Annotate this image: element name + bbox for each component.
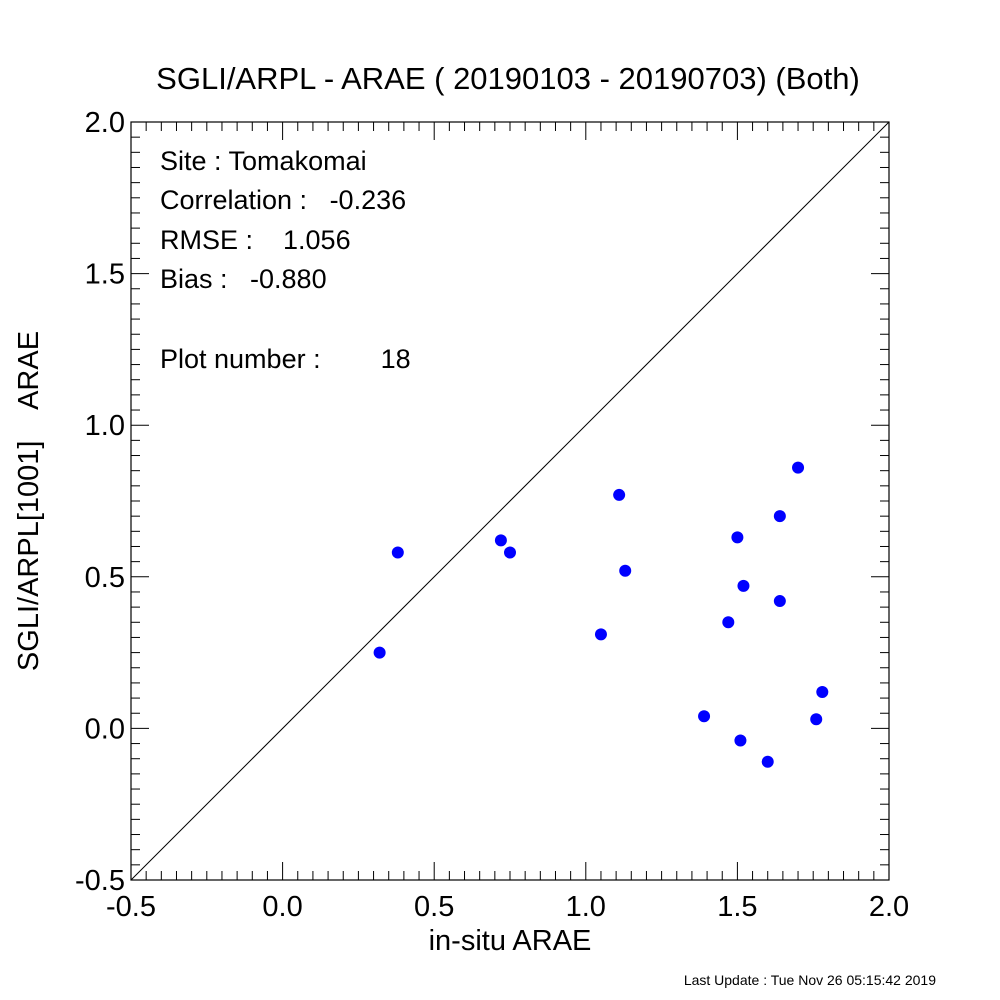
rmse-label: RMSE : 1.056	[160, 225, 351, 255]
y-tick-label: 2.0	[85, 107, 125, 139]
y-tick-label: 0.0	[85, 713, 125, 745]
last-update-label: Last Update : Tue Nov 26 05:15:42 2019	[684, 972, 936, 988]
data-point	[722, 616, 735, 629]
chart-title: SGLI/ARPL - ARAE ( 20190103 - 20190703) …	[156, 61, 860, 96]
y-tick-label: -0.5	[75, 865, 125, 897]
data-point	[594, 628, 607, 641]
plot-frame	[130, 121, 890, 881]
stats-annotation: Site : Tomakomai Correlation : -0.236 RM…	[160, 146, 411, 374]
y-axis-label: SGLI/ARPL[1001] ARAE	[13, 331, 45, 671]
y-tick-label: 1.0	[85, 410, 125, 442]
correlation-label: Correlation : -0.236	[160, 185, 406, 215]
x-tick-label: 2.0	[869, 891, 909, 923]
data-point	[792, 461, 805, 474]
x-tick-label: 0.5	[414, 891, 454, 923]
data-point	[494, 534, 507, 547]
data-point	[773, 510, 786, 523]
bias-label: Bias : -0.880	[160, 264, 327, 294]
data-points	[373, 461, 829, 768]
x-tick-label: 0.0	[262, 891, 302, 923]
y-tick-label: 0.5	[85, 562, 125, 594]
plot-number-label: Plot number : 18	[160, 344, 411, 374]
x-tick-label: 1.5	[717, 891, 757, 923]
data-point	[761, 755, 774, 768]
data-point	[810, 713, 823, 726]
y-tick-labels: -0.5 0.0 0.5 1.0 1.5 2.0	[75, 107, 125, 897]
x-tick-label: 1.0	[566, 891, 606, 923]
data-point	[734, 734, 747, 747]
data-point	[737, 579, 750, 592]
x-axis-label: in-situ ARAE	[429, 925, 592, 957]
data-point	[816, 686, 829, 699]
data-point	[773, 595, 786, 608]
data-point	[613, 488, 626, 501]
tick-marks	[130, 121, 890, 881]
data-point	[373, 646, 386, 659]
data-point	[504, 546, 516, 559]
x-tick-label: -0.5	[106, 891, 156, 923]
data-point	[391, 546, 404, 559]
x-tick-labels: -0.5 0.0 0.5 1.0 1.5 2.0	[106, 891, 909, 923]
data-point	[619, 564, 632, 577]
one-to-one-line	[130, 121, 890, 881]
site-label: Site : Tomakomai	[160, 146, 367, 176]
y-tick-label: 1.5	[85, 259, 125, 291]
data-point	[731, 531, 744, 544]
data-point	[698, 710, 711, 723]
